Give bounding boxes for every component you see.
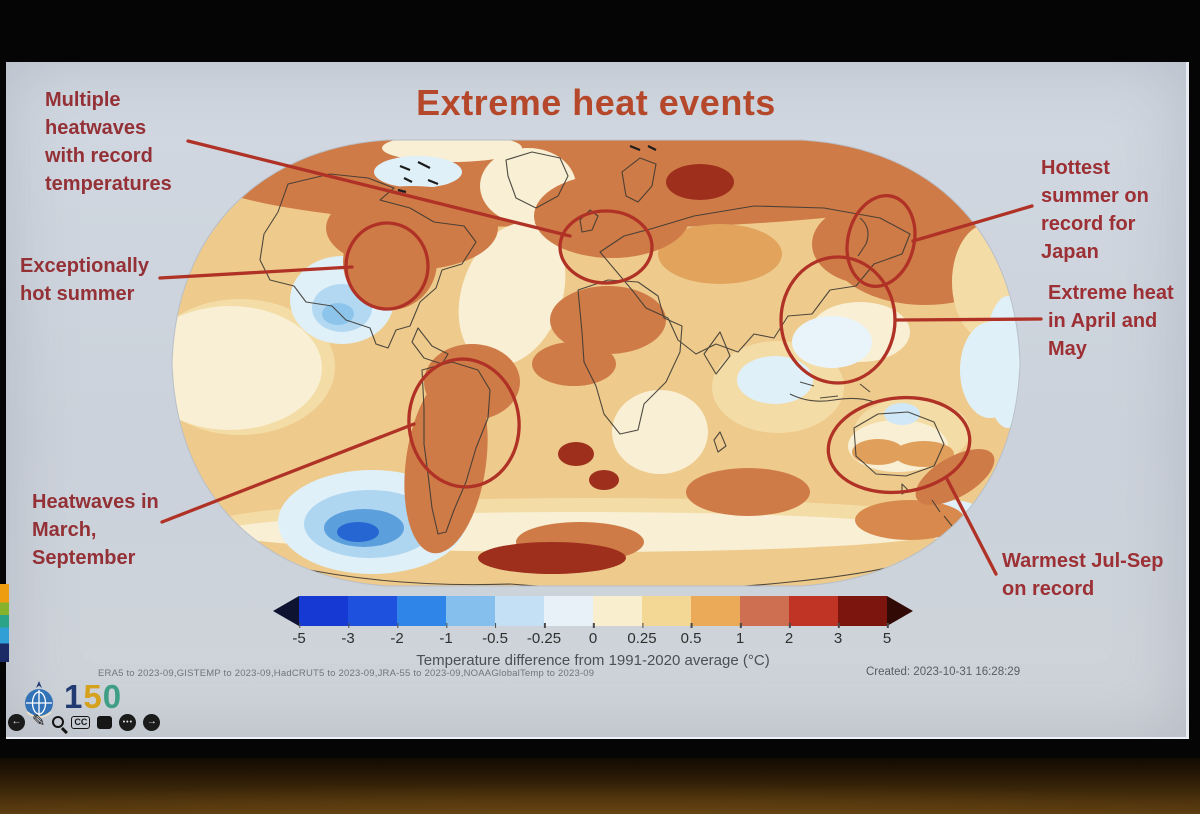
colorbar-segment bbox=[642, 596, 691, 626]
map-outline bbox=[171, 139, 1021, 587]
slide: Extreme heat events bbox=[6, 62, 1189, 739]
colorbar-segment bbox=[397, 596, 446, 626]
created-timestamp: Created: 2023-10-31 16:28:29 bbox=[866, 666, 1021, 678]
colorbar-tick: 0 bbox=[588, 623, 598, 647]
colorbar-tick: -2 bbox=[390, 623, 404, 647]
colorbar-right-arrow bbox=[887, 596, 913, 626]
colorbar-segment bbox=[838, 596, 887, 626]
annotation-label-south-america: Heatwaves in March, September bbox=[32, 491, 159, 569]
annotation-label-japan: Hottest summer on record for Japan bbox=[1041, 157, 1149, 263]
colorbar-tick: -5 bbox=[292, 623, 306, 647]
wmo-compass-spike bbox=[36, 681, 42, 688]
wmo-logo bbox=[25, 681, 53, 718]
colorbar-tick: 0.5 bbox=[680, 623, 702, 647]
colorbar-tick: -0.25 bbox=[526, 623, 562, 647]
map-fill-layers bbox=[172, 140, 1020, 586]
cc-license-badge: CC bbox=[71, 715, 91, 729]
colorbar: -5 -3 -2 -1 -0.5 -0.25 0 0.25 0.5 1 2 3 … bbox=[273, 594, 913, 704]
anniversary-digit: 0 bbox=[102, 678, 123, 715]
colorbar-tick: -3 bbox=[341, 623, 355, 647]
colorbar-bar bbox=[273, 596, 913, 626]
side-color-strip bbox=[0, 584, 9, 662]
annotation-label-southeast-asia: Extreme heat in April and May bbox=[1048, 282, 1174, 360]
colorbar-left-arrow bbox=[273, 596, 299, 626]
anniversary-150-logo: 150 bbox=[64, 678, 122, 716]
colorbar-tick: 2 bbox=[784, 623, 794, 647]
desk-surface bbox=[0, 758, 1200, 814]
ellipsis-icon: ••• bbox=[122, 718, 134, 726]
annotation-label-australia: Warmest Jul-Sep on record bbox=[1002, 550, 1164, 600]
world-map bbox=[171, 139, 1021, 587]
colorbar-tick: 3 bbox=[833, 623, 843, 647]
anniversary-digit: 1 bbox=[64, 678, 84, 715]
pen-tool-icon[interactable]: ✎ bbox=[32, 713, 46, 730]
annotation-label-north-america: Exceptionally hot summer bbox=[20, 255, 149, 305]
colorbar-caption: Temperature difference from 1991-2020 av… bbox=[416, 652, 770, 669]
colorbar-segment bbox=[691, 596, 740, 626]
colorbar-tick: -0.5 bbox=[482, 623, 508, 647]
colorbar-segment bbox=[789, 596, 838, 626]
next-page-button[interactable]: → bbox=[143, 713, 161, 731]
viewer-toolbar: ← ✎ CC ••• → bbox=[8, 712, 161, 732]
colorbar-segment bbox=[544, 596, 593, 626]
zoom-tool-icon[interactable] bbox=[52, 716, 65, 728]
cc-by-badge bbox=[97, 715, 113, 729]
slide-title: Extreme heat events bbox=[416, 82, 776, 123]
colorbar-segment bbox=[495, 596, 544, 626]
colorbar-tick: -1 bbox=[439, 623, 453, 647]
colorbar-tick: 0.25 bbox=[627, 623, 657, 647]
colorbar-segment bbox=[299, 596, 348, 626]
previous-page-button[interactable]: ← bbox=[8, 713, 25, 731]
arrow-right-icon: → bbox=[146, 716, 157, 727]
data-sources-text: ERA5 to 2023-09,GISTEMP to 2023-09,HadCR… bbox=[98, 668, 595, 679]
colorbar-segment bbox=[348, 596, 397, 626]
colorbar-segment bbox=[593, 596, 642, 626]
colorbar-tick: 5 bbox=[882, 623, 892, 647]
annotation-label-europe: Multiple heatwaves with record temperatu… bbox=[45, 89, 172, 195]
colorbar-tick: 1 bbox=[735, 623, 745, 647]
colorbar-segment bbox=[740, 596, 789, 626]
anniversary-digit: 5 bbox=[83, 678, 103, 715]
colorbar-segment bbox=[446, 596, 495, 626]
more-options-button[interactable]: ••• bbox=[119, 713, 137, 731]
arrow-left-icon: ← bbox=[11, 716, 22, 727]
